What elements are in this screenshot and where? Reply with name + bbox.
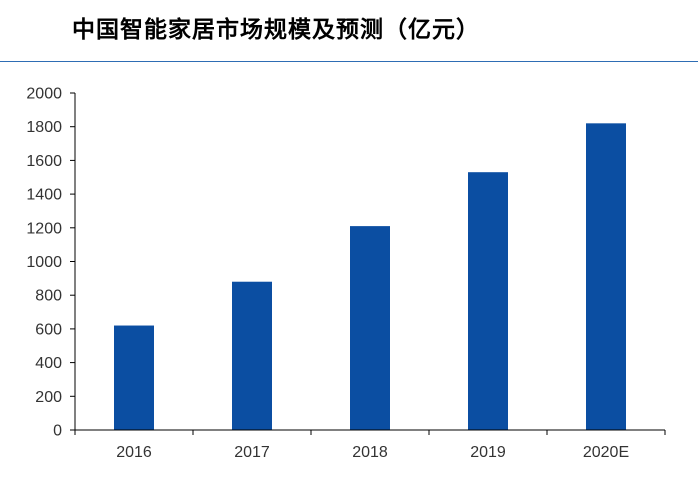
y-tick-label: 2000 <box>26 86 62 103</box>
title-divider <box>0 61 698 62</box>
y-tick-label: 1400 <box>26 187 62 204</box>
x-tick-label: 2020E <box>583 444 629 461</box>
y-tick-label: 800 <box>35 288 62 305</box>
bar-2019 <box>468 172 508 430</box>
bar-series <box>114 123 626 430</box>
y-tick-label: 400 <box>35 355 62 372</box>
y-axis-ticks <box>70 92 75 431</box>
y-axis-labels: 0 200 400 600 800 1000 1200 1400 1600 1800 2000 <box>26 86 62 440</box>
bar-2016 <box>114 325 154 430</box>
x-axis-ticks <box>74 430 666 435</box>
x-tick-label: 2018 <box>352 444 388 461</box>
y-tick-label: 1600 <box>26 153 62 170</box>
bar-2020E <box>586 123 626 430</box>
bar-2017 <box>232 281 272 430</box>
x-axis-labels: 2016 2017 2018 2019 2020E <box>116 444 629 461</box>
y-tick-label: 200 <box>35 389 62 406</box>
y-tick-label: 1000 <box>26 254 62 271</box>
y-tick-label: 600 <box>35 321 62 338</box>
chart-title: 中国智能家居市场规模及预测（亿元） <box>72 17 480 43</box>
x-tick-label: 2016 <box>116 444 152 461</box>
x-tick-label: 2019 <box>470 444 506 461</box>
y-tick-label: 1200 <box>26 220 62 237</box>
y-tick-label: 1800 <box>26 119 62 136</box>
y-tick-label: 0 <box>53 423 62 440</box>
bar-2018 <box>350 226 390 430</box>
x-tick-label: 2017 <box>234 444 270 461</box>
